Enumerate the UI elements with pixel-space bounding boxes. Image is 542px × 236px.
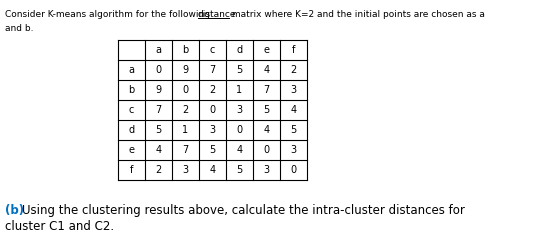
Text: 4: 4 <box>236 145 243 155</box>
Text: distance: distance <box>198 10 236 19</box>
Text: b: b <box>128 85 134 95</box>
Text: 5: 5 <box>236 65 243 75</box>
Text: 3: 3 <box>236 105 243 115</box>
Text: 0: 0 <box>263 145 269 155</box>
Text: 7: 7 <box>182 145 189 155</box>
Text: 4: 4 <box>156 145 162 155</box>
Text: 9: 9 <box>156 85 162 95</box>
Text: 0: 0 <box>183 85 189 95</box>
Text: f: f <box>130 165 133 175</box>
Text: matrix where K=2 and the initial points are chosen as a: matrix where K=2 and the initial points … <box>229 10 485 19</box>
Text: 5: 5 <box>291 125 296 135</box>
Text: 3: 3 <box>209 125 216 135</box>
Text: e: e <box>263 45 269 55</box>
Text: 3: 3 <box>291 145 296 155</box>
Text: a: a <box>156 45 162 55</box>
Text: 2: 2 <box>209 85 216 95</box>
Text: and b.: and b. <box>5 24 34 33</box>
Text: 0: 0 <box>236 125 243 135</box>
Text: 3: 3 <box>291 85 296 95</box>
Text: a: a <box>128 65 134 75</box>
Text: 2: 2 <box>291 65 296 75</box>
Text: 2: 2 <box>182 105 189 115</box>
Text: c: c <box>129 105 134 115</box>
Text: 5: 5 <box>209 145 216 155</box>
Text: 9: 9 <box>183 65 189 75</box>
Text: (b): (b) <box>5 204 24 217</box>
Text: 0: 0 <box>291 165 296 175</box>
Text: e: e <box>128 145 134 155</box>
Text: 5: 5 <box>156 125 162 135</box>
Text: 4: 4 <box>263 125 269 135</box>
Text: d: d <box>128 125 134 135</box>
Text: 1: 1 <box>236 85 243 95</box>
Text: Using the clustering results above, calculate the intra-cluster distances for: Using the clustering results above, calc… <box>22 204 465 217</box>
Text: 7: 7 <box>156 105 162 115</box>
Text: 2: 2 <box>156 165 162 175</box>
Text: 7: 7 <box>263 85 269 95</box>
Text: d: d <box>236 45 243 55</box>
Text: 3: 3 <box>263 165 269 175</box>
Text: 5: 5 <box>236 165 243 175</box>
Text: f: f <box>292 45 295 55</box>
Text: b: b <box>182 45 189 55</box>
Text: Consider K-means algorithm for the following: Consider K-means algorithm for the follo… <box>5 10 213 19</box>
Text: 4: 4 <box>209 165 216 175</box>
Text: 7: 7 <box>209 65 216 75</box>
Text: 3: 3 <box>183 165 189 175</box>
Text: cluster C1 and C2.: cluster C1 and C2. <box>5 220 114 233</box>
Text: 4: 4 <box>263 65 269 75</box>
Text: 0: 0 <box>209 105 216 115</box>
Text: 0: 0 <box>156 65 162 75</box>
Text: c: c <box>210 45 215 55</box>
Text: 1: 1 <box>183 125 189 135</box>
Text: 4: 4 <box>291 105 296 115</box>
Text: 5: 5 <box>263 105 269 115</box>
